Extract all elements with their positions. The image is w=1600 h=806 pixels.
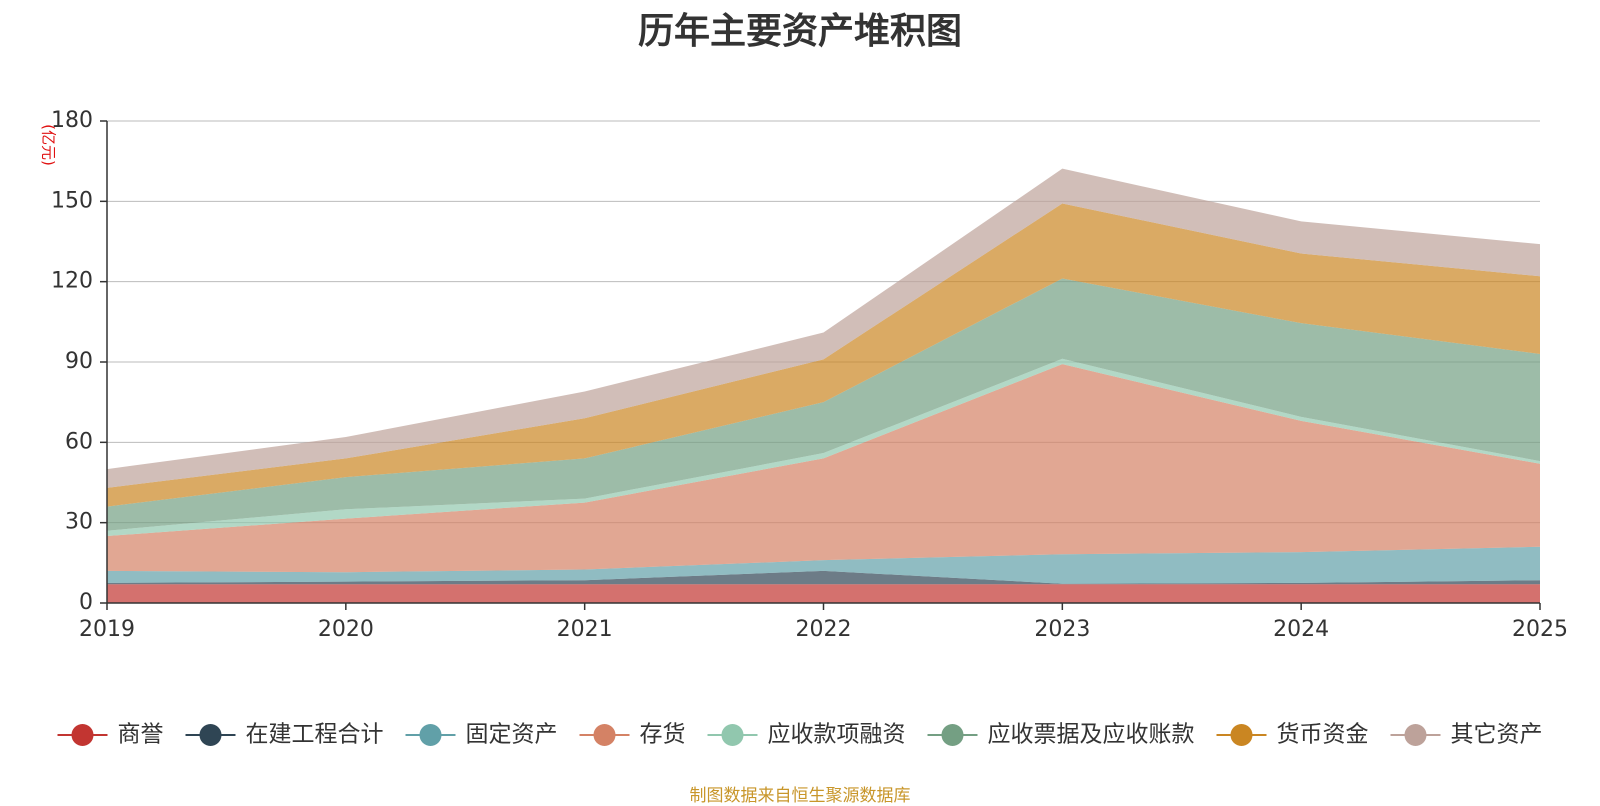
legend-marker bbox=[721, 724, 744, 746]
x-tick-label: 2021 bbox=[557, 617, 613, 642]
legend-item-0[interactable]: 商誉 bbox=[57, 722, 164, 748]
area-series-6 bbox=[107, 203, 1540, 507]
legend-label: 应收款项融资 bbox=[768, 722, 906, 748]
x-tick-label: 2022 bbox=[796, 617, 852, 642]
legend-label: 货币资金 bbox=[1277, 722, 1369, 748]
area-series-1 bbox=[107, 570, 1540, 585]
legend-item-7[interactable]: 其它资产 bbox=[1390, 722, 1543, 748]
area-series-3 bbox=[107, 364, 1540, 573]
y-tick-label: 180 bbox=[51, 108, 93, 133]
legend-marker bbox=[71, 724, 94, 746]
x-tick-label: 2020 bbox=[318, 617, 374, 642]
y-tick-label: 120 bbox=[51, 269, 93, 294]
y-axis-unit: (亿元) bbox=[40, 124, 58, 166]
legend-item-5[interactable]: 应收票据及应收账款 bbox=[927, 722, 1195, 748]
legend-marker bbox=[593, 724, 616, 746]
legend-marker bbox=[199, 724, 222, 746]
legend-marker bbox=[1404, 724, 1427, 746]
x-tick-label: 2024 bbox=[1273, 617, 1329, 642]
legend-item-1[interactable]: 在建工程合计 bbox=[185, 722, 384, 748]
y-tick-label: 30 bbox=[65, 510, 93, 535]
y-tick-label: 0 bbox=[79, 590, 93, 615]
legend-marker bbox=[1230, 724, 1253, 746]
legend-marker bbox=[419, 724, 442, 746]
legend: 商誉 在建工程合计 固定资产 存货 应收款项融资 应收票据及应收账款 货币资金 其它资产 bbox=[57, 722, 1543, 748]
legend-label: 应收票据及应收账款 bbox=[988, 722, 1195, 748]
y-tick-label: 60 bbox=[65, 429, 93, 454]
legend-item-6[interactable]: 货币资金 bbox=[1216, 722, 1369, 748]
legend-label: 商誉 bbox=[118, 722, 164, 748]
legend-item-4[interactable]: 应收款项融资 bbox=[707, 722, 906, 748]
area-series-7 bbox=[107, 168, 1540, 488]
source-note: 制图数据来自恒生聚源数据库 bbox=[689, 786, 911, 806]
y-tick-label: 150 bbox=[51, 188, 93, 213]
x-tick-label: 2019 bbox=[79, 617, 135, 642]
area-series-5 bbox=[107, 278, 1540, 531]
x-tick-label: 2023 bbox=[1034, 617, 1090, 642]
legend-item-2[interactable]: 固定资产 bbox=[405, 722, 558, 748]
legend-label: 存货 bbox=[640, 722, 686, 748]
chart-title: 历年主要资产堆积图 bbox=[637, 11, 962, 52]
legend-item-3[interactable]: 存货 bbox=[579, 722, 686, 748]
axes: 0 30 60 90 120 150 180 2019 2020 2021 2022 2023 2024… bbox=[40, 108, 1569, 642]
legend-label: 固定资产 bbox=[466, 722, 558, 748]
area-series bbox=[107, 168, 1540, 603]
legend-label: 在建工程合计 bbox=[246, 722, 384, 748]
area-series-0 bbox=[107, 584, 1540, 603]
x-tick-label: 2025 bbox=[1512, 617, 1568, 642]
area-series-4 bbox=[107, 358, 1540, 537]
y-tick-label: 90 bbox=[65, 349, 93, 374]
area-series-2 bbox=[107, 546, 1540, 584]
legend-label: 其它资产 bbox=[1451, 722, 1543, 748]
legend-marker bbox=[941, 724, 964, 746]
